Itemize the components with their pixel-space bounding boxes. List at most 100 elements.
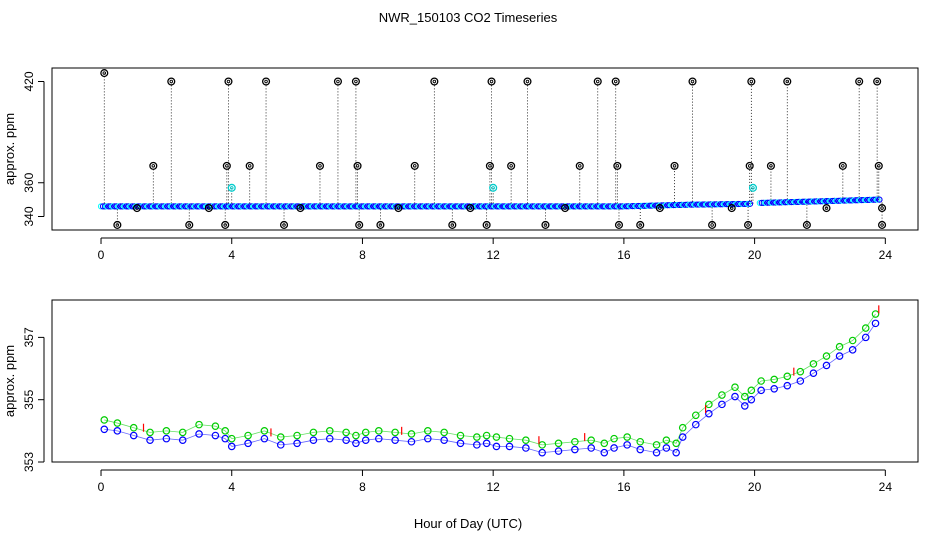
bottom-panel: 0 4 8 12 16 20 24 353 355 357 approx. ppm xyxy=(2,299,919,494)
blue-series-point xyxy=(538,448,546,457)
baseline-point xyxy=(382,203,389,210)
baseline-point xyxy=(721,201,728,208)
baseline-point xyxy=(709,201,716,208)
baseline-point xyxy=(648,202,656,209)
low-outlier-point-inner xyxy=(357,223,361,227)
green-series-point xyxy=(456,431,465,440)
baseline-point xyxy=(333,203,340,210)
baseline-point xyxy=(662,202,669,209)
baseline-point xyxy=(850,197,858,204)
baseline-point xyxy=(215,203,222,210)
low-point-inner xyxy=(563,206,567,210)
baseline-point xyxy=(639,202,646,210)
high-outlier-point-inner xyxy=(225,164,229,168)
green-series-point xyxy=(162,427,171,435)
baseline-point xyxy=(848,197,856,204)
low-outlier-point-inner xyxy=(484,223,489,227)
baseline-point xyxy=(99,203,107,210)
baseline-point xyxy=(197,203,205,210)
baseline-point xyxy=(319,203,326,210)
baseline-point xyxy=(635,202,642,210)
baseline-point xyxy=(358,203,365,210)
baseline-point xyxy=(856,197,863,204)
blue-series-point xyxy=(600,448,609,457)
baseline-point xyxy=(272,203,279,210)
low-outlier-point xyxy=(448,220,457,229)
baseline-point xyxy=(670,201,677,209)
blue-series-point xyxy=(822,361,831,370)
baseline-point xyxy=(823,198,830,205)
high-outlier-point xyxy=(523,77,532,86)
baseline-point xyxy=(499,203,507,210)
blue-series-point xyxy=(705,409,713,418)
baseline-point xyxy=(584,203,591,210)
blue-series-point xyxy=(796,377,805,385)
high-outlier-point-inner xyxy=(412,164,417,168)
baseline-point xyxy=(795,198,803,205)
baseline-point xyxy=(588,203,595,210)
low-outlier-point xyxy=(376,220,385,229)
blue-series-point xyxy=(848,346,857,354)
low-point xyxy=(878,204,887,213)
high-outlier-point xyxy=(855,77,864,86)
baseline-point xyxy=(315,203,322,210)
bottom-panel-frame xyxy=(51,299,919,463)
baseline-point xyxy=(425,203,432,210)
green-series-point xyxy=(260,427,269,435)
baseline-point xyxy=(313,203,320,210)
baseline-point xyxy=(458,203,465,210)
baseline-point xyxy=(103,203,111,210)
high-outlier-point-inner xyxy=(489,79,494,84)
baseline-point xyxy=(282,203,289,210)
high-outlier-point xyxy=(487,77,496,86)
baseline-point xyxy=(801,198,809,205)
baseline-point xyxy=(360,203,367,210)
baseline-point xyxy=(286,203,293,210)
baseline-point xyxy=(482,203,489,210)
baseline-point xyxy=(190,203,197,210)
green-series-point xyxy=(783,372,792,381)
low-point-inner xyxy=(298,206,303,210)
cyan-outlier-point-inner xyxy=(751,186,755,190)
baseline-point xyxy=(119,203,126,210)
baseline-point xyxy=(772,199,779,206)
baseline-point xyxy=(874,196,881,203)
baseline-point xyxy=(476,203,483,210)
baseline-point xyxy=(311,203,318,210)
baseline-point xyxy=(807,198,814,205)
baseline-point xyxy=(378,203,385,210)
baseline-point xyxy=(329,203,336,210)
baseline-point xyxy=(431,203,438,210)
series-segment xyxy=(104,428,118,432)
x-tick-label: 4 xyxy=(228,480,235,494)
green-series-point xyxy=(100,416,109,424)
baseline-point xyxy=(364,203,371,210)
green-series-point xyxy=(424,427,432,435)
baseline-point xyxy=(497,203,505,210)
baseline-point xyxy=(350,203,358,210)
baseline-point xyxy=(876,196,883,203)
high-outlier-point-inner xyxy=(595,79,600,84)
baseline-point xyxy=(488,203,495,210)
series-segment xyxy=(787,380,801,387)
baseline-point xyxy=(233,203,240,210)
green-series-point xyxy=(600,439,609,448)
series-segment xyxy=(355,439,366,444)
baseline-point xyxy=(713,201,720,208)
green-series-point xyxy=(293,431,301,440)
baseline-point xyxy=(144,203,152,210)
top-panel-plot-area xyxy=(97,69,887,229)
baseline-point xyxy=(386,203,393,210)
baseline-point xyxy=(509,203,516,210)
baseline-point xyxy=(407,203,414,210)
cyan-outlier-point xyxy=(489,183,498,192)
baseline-point xyxy=(435,203,442,210)
series-segment xyxy=(744,399,752,407)
baseline-point xyxy=(764,199,771,206)
high-outlier-point xyxy=(593,77,602,86)
blue-series-point xyxy=(610,444,618,452)
baseline-point xyxy=(792,198,799,206)
blue-series-point xyxy=(652,448,661,457)
high-outlier-point-inner xyxy=(690,79,695,84)
baseline-point xyxy=(184,203,191,210)
